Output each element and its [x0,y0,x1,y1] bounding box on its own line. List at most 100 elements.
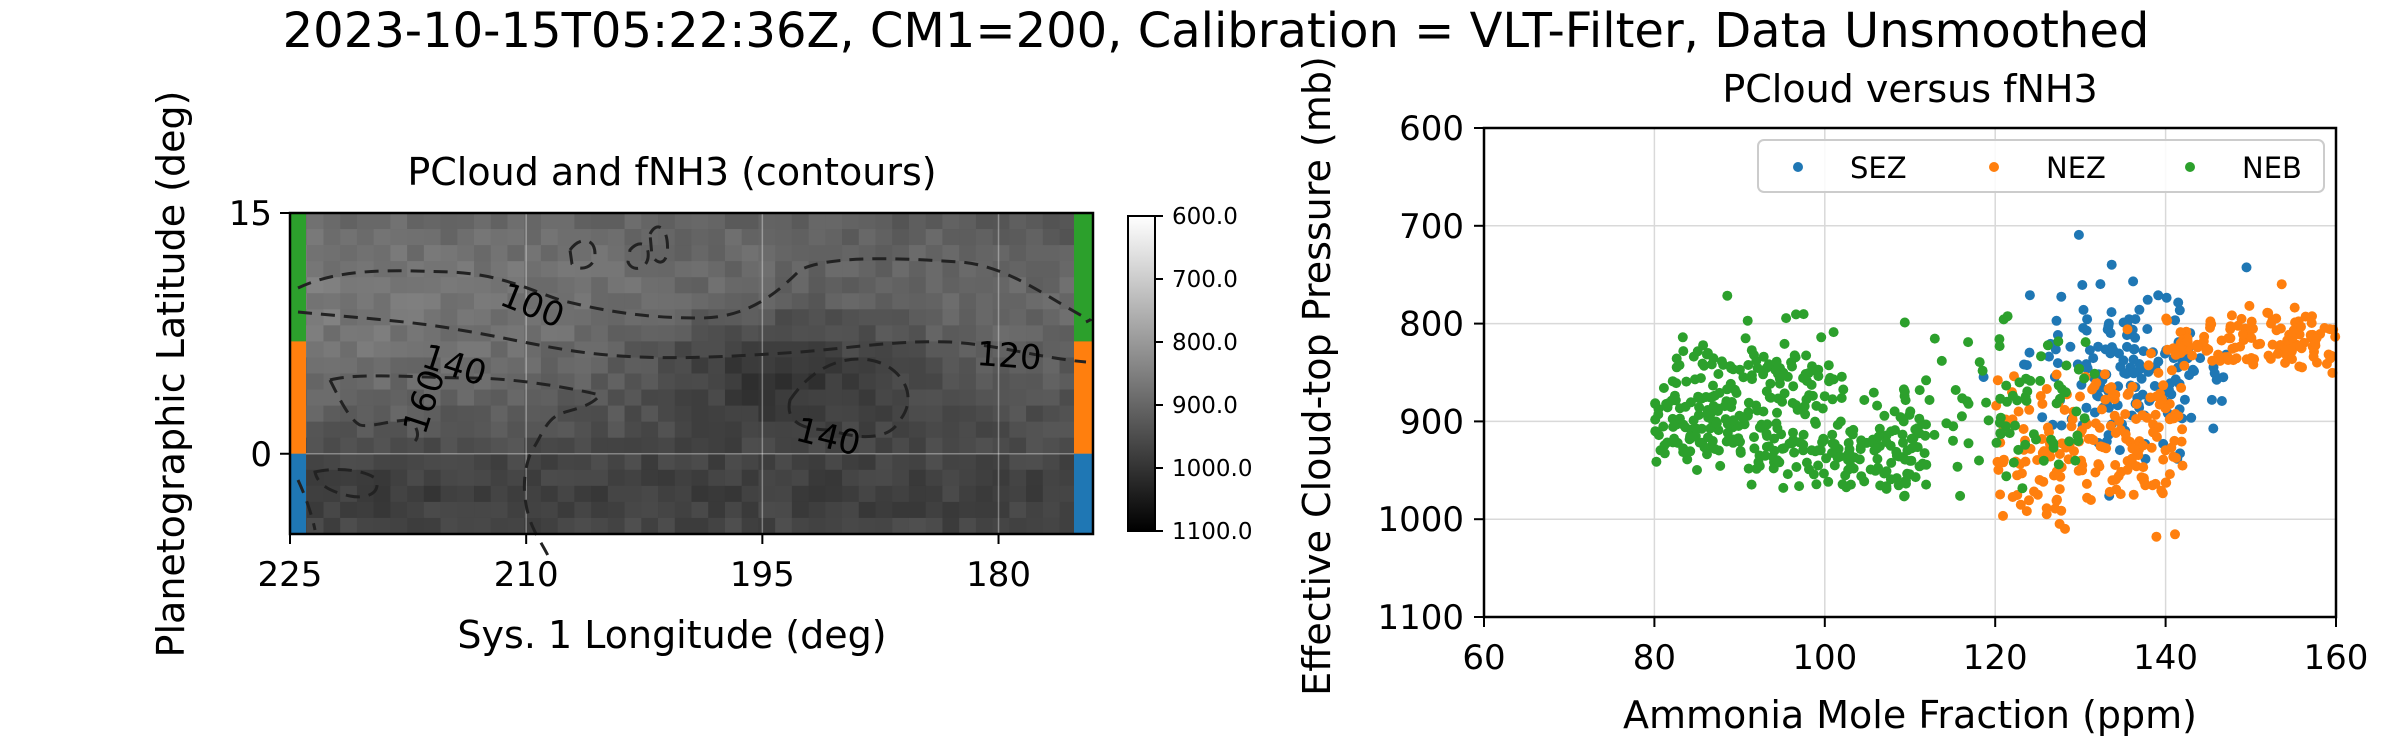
scatter-point-neb [1791,462,1802,472]
heatmap-cell [658,517,676,535]
scatter-point-sez [2056,420,2067,431]
heatmap-cell [959,357,977,375]
heatmap-cell [858,373,877,391]
heatmap-cell [624,357,642,375]
heatmap-cell [708,389,726,407]
scatter-point-nez [2110,389,2121,400]
heatmap-cell [624,421,642,439]
heatmap-cell [925,373,944,391]
scatter-point-sez [2103,318,2114,329]
heatmap-xtick-label: 195 [730,555,795,595]
heatmap-cell [959,517,977,535]
heatmap-cell [658,213,676,230]
heatmap-cell [875,213,893,230]
heatmap-cell [875,485,893,503]
heatmap-cell [959,277,977,294]
heatmap-cell [842,293,860,310]
scatter-point-sez [2119,368,2130,378]
scatter-point-neb [1898,437,1908,448]
heatmap-cell [574,293,592,310]
heatmap-cell [775,469,793,487]
heatmap-cell [1042,405,1061,423]
scatter-point-neb [1650,426,1661,437]
heatmap-cell [490,469,509,487]
scatter-point-neb [1843,438,1854,448]
heatmap-cell [574,389,592,407]
scatter-point-neb [1705,408,1716,419]
heatmap-cell [390,309,408,326]
heatmap-cell [825,437,843,455]
heatmap-cell [908,309,927,326]
heatmap-cell [524,357,542,375]
heatmap-cell [892,421,910,439]
heatmap-cell [925,293,944,310]
heatmap-cell [791,469,810,487]
heatmap-cell [323,517,341,535]
scatter-point-neb [1827,394,1838,405]
scatter-point-sez [2081,402,2092,413]
heatmap-cell [507,517,525,535]
heatmap-cell [373,261,391,278]
heatmap-cell [340,293,358,310]
heatmap-cell [825,485,843,503]
scatter-point-neb [1885,440,1896,451]
heatmap-cell [457,437,475,455]
scatter-point-neb [2055,393,2065,404]
scatter-point-sez [2208,423,2219,434]
heatmap-cell [724,405,743,423]
heatmap-cell [708,357,726,375]
heatmap-cell [557,341,575,359]
heatmap-cell [674,485,693,503]
heatmap-cell [624,453,642,471]
heatmap-cell [340,485,358,503]
scatter-point-neb [1771,418,1782,429]
scatter-point-neb [1950,385,1961,395]
scatter-point-neb [1963,337,1974,348]
scatter-point-sez [2056,291,2067,302]
heatmap-cell [490,357,509,375]
scatter-point-neb [1718,359,1729,370]
scatter-point-neb [1737,412,1748,423]
heatmap-cell [992,325,1010,342]
heatmap-cell [540,309,559,326]
heatmap-cell [624,437,642,455]
scatter-point-neb [1823,476,1834,487]
scatter-point-sez [2153,356,2164,367]
scatter-point-neb [1879,468,1890,479]
heatmap-cell [340,213,358,230]
heatmap-cell [658,325,676,342]
scatter-point-neb [1798,309,1809,320]
heatmap-cell [574,325,592,342]
heatmap-cell [407,309,425,326]
heatmap-cell [808,453,826,471]
scatter-point-neb [1788,381,1799,392]
heatmap-cell [758,357,776,375]
scatter-point-neb [1838,384,1849,395]
heatmap-cell [440,213,458,230]
scatter-ticks: 60 80 100 120 140 160 600 700 800 900 1000 1100 [1377,109,2368,678]
scatter-point-nez [2267,314,2278,325]
heatmap-cell [474,485,492,503]
scatter-point-nez [2153,367,2164,378]
heatmap-cell [607,245,626,262]
scatter-point-neb [1779,388,1790,399]
heatmap-cell [373,309,391,326]
heatmap-cell [808,469,826,487]
scatter-point-neb [1671,353,1682,364]
colorbar-tick-label: 900.0 [1172,393,1238,419]
heatmap-cell [925,485,944,503]
heatmap-cell [457,501,475,519]
scatter-point-nez [2038,476,2049,487]
heatmap-cell [908,213,927,230]
scatter-point-neb [1743,463,1754,474]
scatter-point-neb [1813,460,1824,471]
heatmap-cell [758,389,776,407]
scatter-point-neb [1912,423,1923,434]
heatmap-cell [390,421,408,439]
scatter-point-neb [2002,311,2013,322]
heatmap-cell [624,501,642,519]
scatter-point-nez [2151,531,2162,542]
heatmap-cell [507,261,525,278]
heatmap-cell [1042,517,1061,535]
scatter-point-neb [1667,376,1678,387]
